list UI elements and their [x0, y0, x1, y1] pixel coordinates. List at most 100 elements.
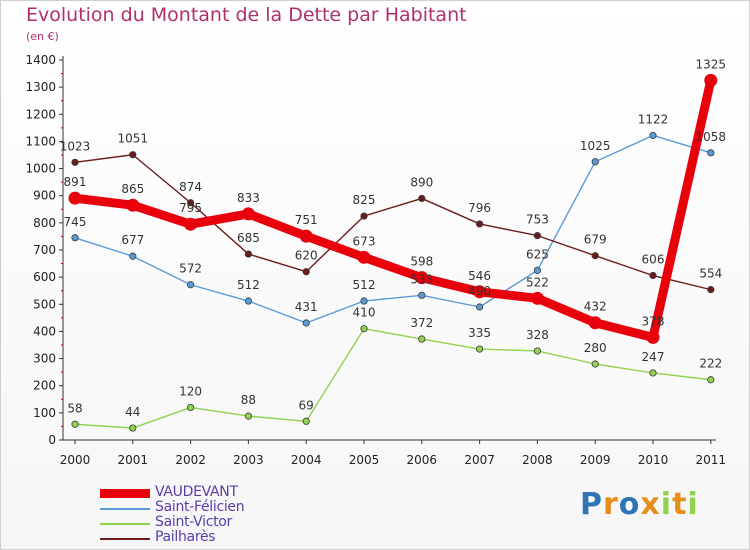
data-label-pailhar-s: 1023 — [60, 139, 91, 153]
legend-item-saint-f-licien: Saint-Félicien — [100, 499, 360, 516]
data-label-saint-f-licien: 745 — [64, 215, 87, 229]
legend-label: Saint-Victor — [155, 514, 233, 530]
data-label-saint-victor: 280 — [584, 341, 607, 355]
data-label-vaudevant: 546 — [468, 269, 491, 283]
data-point-saint-victor — [71, 420, 79, 428]
y-tick-label: 200 — [33, 379, 56, 393]
data-label-vaudevant: 432 — [584, 300, 607, 314]
x-tick-label: 2006 — [407, 453, 438, 467]
data-point-pailhar-s — [71, 158, 79, 166]
data-point-saint-victor — [475, 345, 484, 353]
data-label-saint-victor: 58 — [67, 401, 82, 415]
y-tick-label: 500 — [33, 297, 56, 311]
logo-letter: t — [672, 487, 688, 522]
data-label-pailhar-s: 606 — [642, 253, 665, 267]
legend-label: Saint-Félicien — [155, 499, 245, 515]
logo-letter: i — [660, 487, 673, 522]
chart-subtitle: (en €) — [26, 30, 59, 43]
data-point-saint-victor — [302, 417, 310, 425]
data-point-pailhar-s — [360, 212, 368, 220]
y-tick-label: 0 — [48, 433, 56, 447]
data-label-pailhar-s: 1051 — [118, 132, 149, 146]
data-label-saint-victor: 69 — [299, 398, 314, 412]
x-tick-label: 2011 — [696, 453, 727, 467]
x-tick-label: 2009 — [580, 453, 611, 467]
data-point-vaudevant — [704, 73, 718, 87]
logo-letter: P — [580, 487, 603, 522]
data-point-saint-f-licien — [302, 319, 310, 327]
data-label-pailhar-s: 753 — [526, 213, 549, 227]
data-label-pailhar-s: 796 — [468, 201, 491, 215]
x-tick-label: 2005 — [349, 453, 380, 467]
y-tick-label: 1100 — [25, 134, 56, 148]
data-label-pailhar-s: 620 — [295, 249, 318, 263]
data-point-saint-victor — [418, 335, 426, 343]
data-label-saint-victor: 247 — [642, 350, 665, 364]
series-line-pailhar-s — [74, 154, 712, 291]
legend-item-saint-victor: Saint-Victor — [100, 514, 360, 531]
series-line-saint-f-licien — [74, 134, 712, 324]
data-point-saint-f-licien — [591, 158, 599, 166]
data-point-pailhar-s — [707, 286, 715, 294]
data-label-saint-f-licien: 490 — [468, 284, 491, 298]
data-label-vaudevant: 795 — [179, 201, 202, 215]
data-point-saint-f-licien — [187, 281, 195, 289]
data-point-saint-f-licien — [244, 297, 252, 305]
legend-swatch — [100, 523, 150, 525]
data-label-saint-f-licien: 512 — [353, 278, 376, 292]
data-point-saint-victor — [591, 360, 599, 368]
data-point-saint-f-licien — [475, 303, 484, 311]
data-label-vaudevant: 1325 — [696, 57, 727, 71]
data-label-saint-victor: 335 — [468, 326, 491, 340]
data-label-saint-victor: 328 — [526, 328, 549, 342]
data-point-vaudevant — [415, 271, 429, 285]
data-label-pailhar-s: 679 — [584, 233, 607, 247]
data-label-saint-f-licien: 512 — [237, 278, 260, 292]
data-point-vaudevant — [588, 316, 602, 330]
data-point-pailhar-s — [533, 232, 542, 240]
data-label-vaudevant: 833 — [237, 191, 260, 205]
legend-label: VAUDEVANT — [155, 484, 238, 500]
data-point-vaudevant — [126, 198, 140, 212]
data-label-saint-victor: 88 — [241, 393, 256, 407]
data-point-saint-f-licien — [418, 291, 426, 299]
data-label-saint-f-licien: 677 — [121, 233, 144, 247]
data-label-saint-f-licien: 1058 — [696, 130, 727, 144]
data-label-saint-victor: 372 — [410, 316, 433, 330]
x-tick-label: 2002 — [175, 453, 206, 467]
chart-title: Evolution du Montant de la Dette par Hab… — [26, 4, 467, 26]
logo-letter: x — [640, 487, 661, 522]
data-point-saint-victor — [360, 325, 368, 333]
data-label-saint-victor: 222 — [699, 357, 722, 371]
data-point-saint-f-licien — [707, 149, 715, 157]
legend-item-vaudevant: VAUDEVANT — [100, 484, 360, 501]
data-label-pailhar-s: 874 — [179, 180, 202, 194]
x-tick-label: 2000 — [60, 453, 91, 467]
data-label-saint-f-licien: 625 — [526, 247, 549, 261]
y-tick-label: 1300 — [25, 80, 56, 94]
data-point-vaudevant — [241, 207, 255, 221]
data-label-saint-f-licien: 1025 — [580, 139, 611, 153]
y-tick-label: 900 — [33, 189, 56, 203]
proxiti-logo: Proxiti — [580, 487, 699, 522]
data-label-saint-f-licien: 572 — [179, 262, 202, 276]
legend-item-pailhar-s: Pailharès — [100, 529, 360, 546]
data-point-saint-victor — [129, 424, 137, 432]
data-label-vaudevant: 891 — [64, 175, 87, 189]
data-label-pailhar-s: 685 — [237, 231, 260, 245]
series-line-vaudevant — [70, 75, 716, 342]
data-point-saint-victor — [187, 403, 195, 412]
logo-letter: o — [618, 487, 641, 522]
y-tick-label: 100 — [33, 406, 56, 420]
data-point-pailhar-s — [187, 199, 195, 207]
data-label-vaudevant: 673 — [353, 234, 376, 248]
data-point-pailhar-s — [418, 194, 426, 203]
y-tick-label: 600 — [33, 270, 56, 284]
data-label-saint-victor: 410 — [353, 306, 376, 320]
legend-swatch — [100, 489, 150, 498]
data-point-pailhar-s — [302, 268, 310, 276]
y-tick-label: 300 — [33, 352, 56, 366]
x-tick-label: 2003 — [233, 453, 264, 467]
data-point-vaudevant — [473, 285, 487, 299]
